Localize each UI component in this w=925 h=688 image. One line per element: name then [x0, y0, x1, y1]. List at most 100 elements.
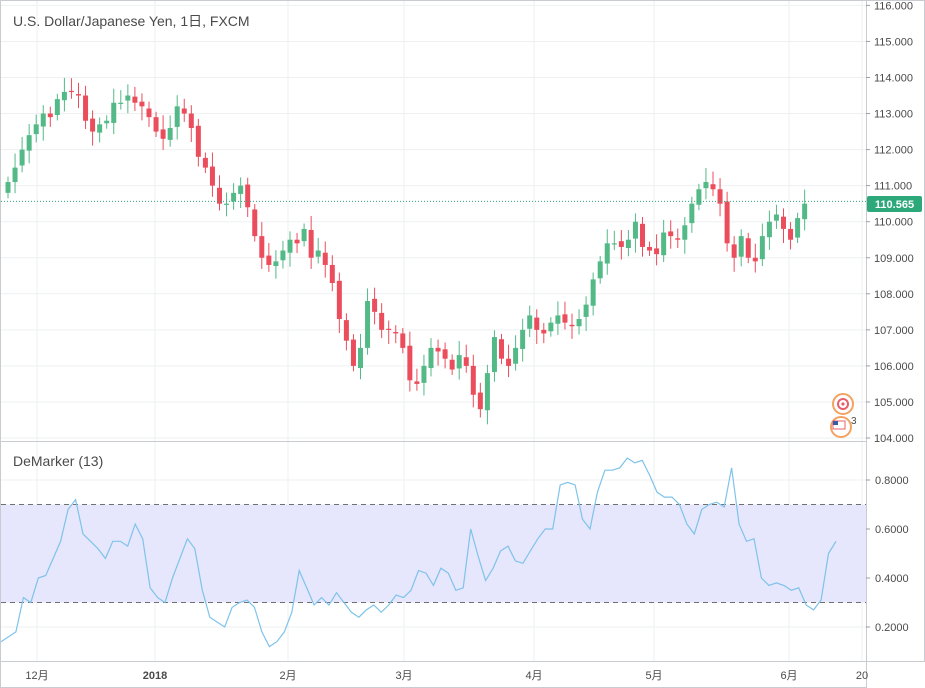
candle-body — [604, 243, 610, 264]
time-tick-label: 5月 — [645, 670, 662, 682]
candle-body — [195, 125, 201, 157]
candle-body — [661, 232, 667, 256]
candle — [160, 115, 166, 150]
candle — [209, 152, 215, 197]
candle — [654, 234, 660, 266]
candle-body — [329, 264, 335, 283]
candle — [259, 222, 265, 269]
time-tick-label: 20 — [856, 670, 868, 682]
candle — [477, 382, 483, 418]
candle-body — [717, 189, 723, 204]
candle — [541, 323, 547, 344]
candle-body — [231, 192, 237, 202]
candle-body — [421, 365, 427, 383]
candle — [527, 305, 533, 338]
time-axis-frame — [0, 661, 867, 688]
candle — [428, 338, 434, 377]
candle — [26, 124, 32, 164]
candle — [301, 223, 307, 247]
price-tag-text: 110.565 — [875, 199, 914, 211]
candle-body — [802, 203, 808, 220]
candle — [104, 115, 110, 129]
candle-body — [266, 255, 272, 265]
candle-body — [139, 101, 145, 107]
candle — [252, 204, 258, 242]
candle — [153, 111, 159, 137]
main-pane-frame — [0, 0, 867, 442]
candle — [752, 243, 758, 273]
candle — [745, 232, 751, 264]
candle — [372, 287, 378, 325]
candle-body — [696, 189, 702, 205]
candle — [463, 344, 469, 373]
candle — [40, 105, 46, 141]
candle-body — [470, 365, 476, 395]
candle-body — [167, 127, 173, 140]
candle — [365, 288, 371, 355]
candle-body — [61, 91, 67, 101]
candle-body — [181, 108, 187, 114]
candle — [54, 93, 60, 121]
candle-body — [766, 221, 772, 238]
candle — [5, 176, 11, 199]
candle-body — [583, 304, 589, 317]
candle — [640, 217, 645, 257]
candle-body — [449, 359, 455, 370]
candle-body — [407, 345, 413, 381]
price-tick-label: 114.000 — [874, 73, 913, 85]
candle — [90, 110, 96, 146]
candle-body — [724, 201, 730, 244]
candle — [470, 354, 476, 408]
candle — [336, 272, 342, 334]
time-tick-label: 6月 — [780, 670, 797, 682]
candle — [273, 250, 279, 279]
candle — [83, 85, 89, 130]
candle-body — [238, 185, 244, 194]
candle-body — [209, 166, 215, 186]
candle-body — [83, 95, 89, 121]
candle — [548, 317, 554, 337]
candle — [555, 301, 561, 335]
indicator-title: DeMarker (13) — [13, 453, 103, 469]
candle — [647, 241, 653, 256]
candle-body — [773, 214, 779, 221]
candle-body — [118, 102, 124, 104]
candle — [795, 212, 801, 243]
price-tag-bg — [867, 196, 922, 212]
candle-body — [350, 339, 356, 366]
candle-body — [259, 236, 265, 258]
demarker-line — [0, 457, 837, 648]
candle-body — [160, 129, 166, 139]
candle — [315, 237, 321, 264]
candle — [625, 229, 631, 257]
candle-body — [499, 339, 504, 359]
candle — [484, 364, 490, 425]
demarker-tick-label: 0.2000 — [875, 622, 909, 634]
candle-body — [654, 248, 660, 255]
candle — [513, 335, 519, 371]
candle-body — [273, 261, 279, 267]
candle — [231, 183, 237, 210]
candle-body — [548, 322, 554, 332]
demarker-band — [1, 504, 866, 603]
candle — [738, 229, 744, 267]
candle-body — [534, 317, 540, 330]
time-tick-label: 12月 — [25, 670, 48, 682]
price-tick-label: 106.000 — [874, 361, 914, 373]
price-tick-label: 109.000 — [874, 253, 914, 265]
event-marker-badges[interactable]: 3 — [830, 393, 857, 438]
price-tick-label: 110.000 — [874, 217, 913, 229]
candle — [245, 177, 251, 218]
candle-body — [202, 157, 208, 168]
candle-body — [541, 329, 547, 334]
demarker-axis: 0.8000 0.6000 0.4000 0.2000 — [866, 475, 909, 634]
candle-body — [76, 94, 81, 96]
candle-body — [365, 301, 371, 348]
candle — [294, 232, 300, 254]
candle — [618, 229, 624, 260]
time-axis: 12月 2018 2月 3月 4月 5月 6月 20 — [25, 670, 868, 682]
candle — [393, 325, 399, 344]
candle-body — [224, 203, 230, 205]
candle-body — [386, 328, 392, 330]
candle-body — [245, 184, 251, 208]
